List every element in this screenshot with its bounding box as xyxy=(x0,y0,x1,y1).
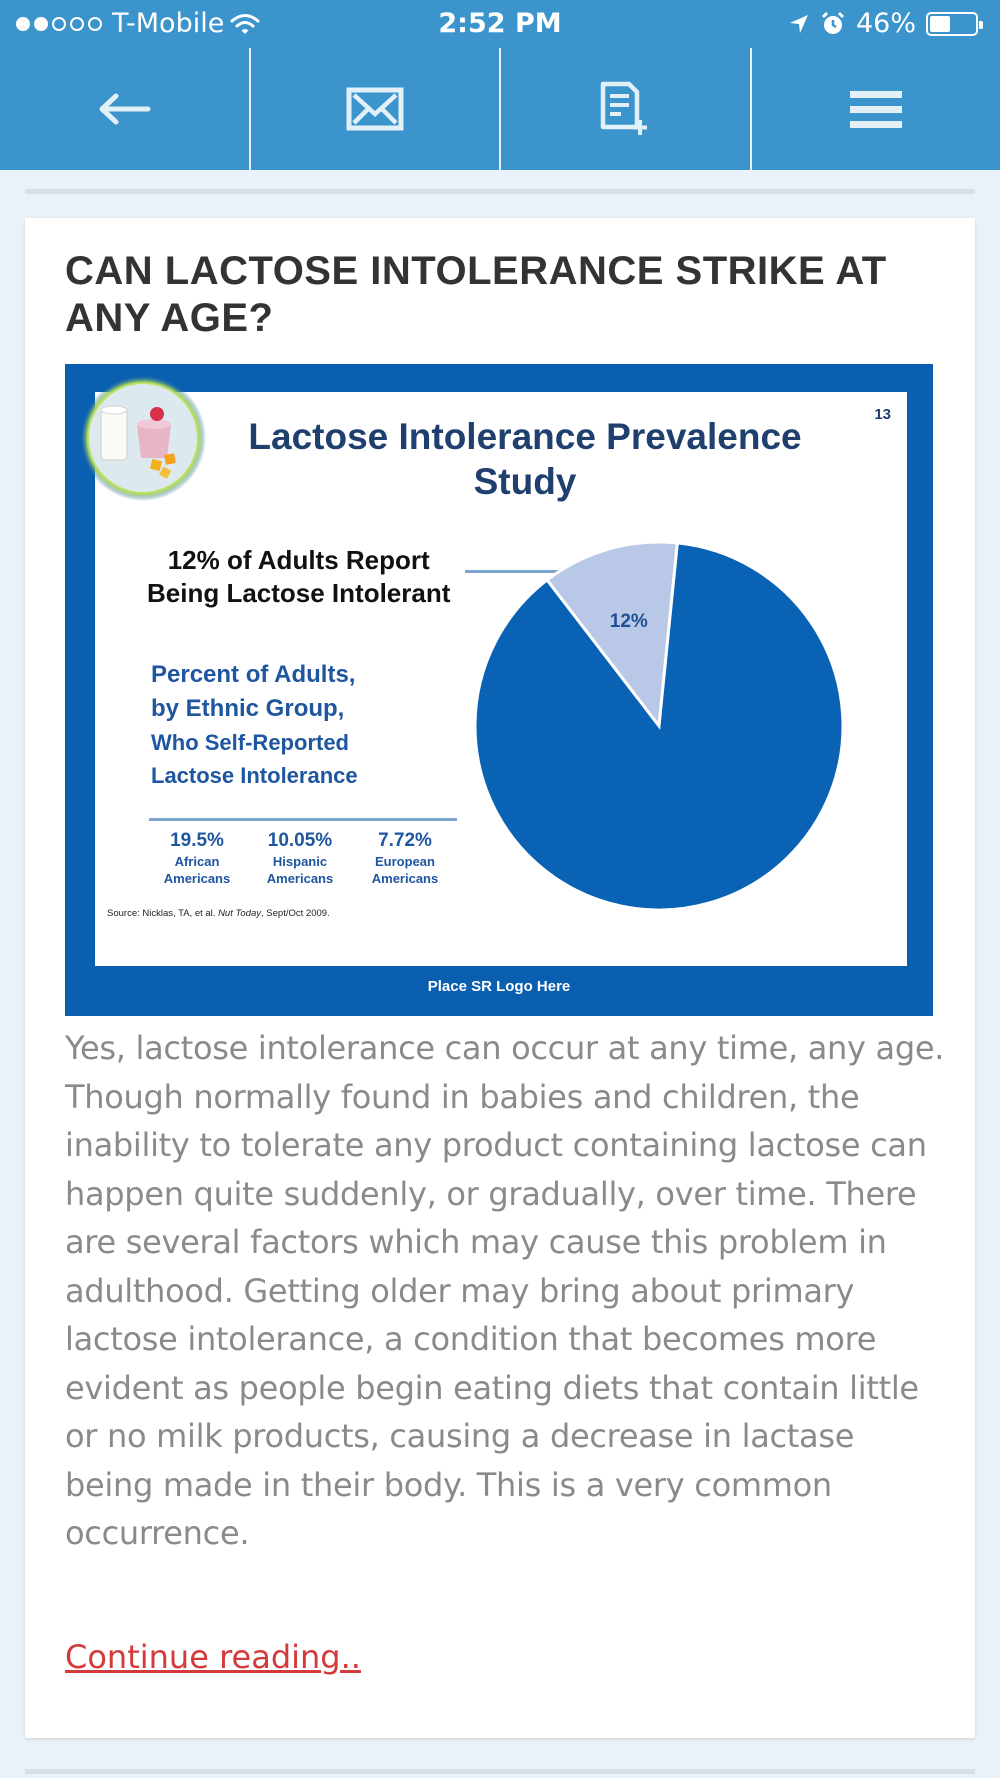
ethnic-groups: 19.5% African Americans 10.05% Hispanic … xyxy=(149,830,455,886)
headline-connector-line xyxy=(465,570,573,573)
slide-canvas: 13 Lactose Intolerance Prevalence Study … xyxy=(95,392,907,966)
location-arrow-icon xyxy=(789,14,808,33)
group-label: Americans xyxy=(371,871,439,886)
group-value: 19.5% xyxy=(170,830,224,851)
group-divider-line xyxy=(149,818,457,821)
pie-chart: 12% xyxy=(475,542,845,912)
source-prefix: Source: Nicklas, TA, et al. xyxy=(107,908,216,919)
arrow-left-icon xyxy=(99,93,151,125)
status-left: T-Mobile xyxy=(16,8,260,39)
group-label: Americans xyxy=(163,871,231,886)
wifi-icon xyxy=(230,13,260,34)
toolbar xyxy=(0,48,1000,170)
slide-headline-line-2: Being Lactose Intolerant xyxy=(147,578,451,608)
group-hispanic-americans: 10.05% Hispanic Americans xyxy=(245,830,355,886)
hamburger-icon xyxy=(849,91,902,128)
article-card: CAN LACTOSE INTOLERANCE STRIKE AT ANY AG… xyxy=(25,218,975,1738)
subtitle-line: Lactose Intolerance xyxy=(151,763,358,788)
source-journal: Nut Today xyxy=(218,908,262,919)
group-value: 7.72% xyxy=(378,830,432,851)
group-label: European xyxy=(375,854,435,869)
battery-icon xyxy=(926,11,983,36)
back-button[interactable] xyxy=(0,48,251,170)
subtitle-line: by Ethnic Group, xyxy=(151,695,345,722)
menu-button[interactable] xyxy=(752,48,1000,170)
email-button[interactable] xyxy=(251,48,501,170)
slide-footer: Place SR Logo Here xyxy=(427,978,571,995)
milk-yogurt-icon xyxy=(80,375,206,501)
divider xyxy=(25,1769,975,1774)
subtitle-line: Who Self-Reported xyxy=(151,730,349,755)
slide-headline-line-1: 12% of Adults Report xyxy=(167,545,430,575)
group-label: Hispanic xyxy=(272,854,328,869)
status-right: 46% xyxy=(788,8,984,39)
signal-strength-icon xyxy=(16,16,102,31)
carrier-label: T-Mobile xyxy=(112,8,225,39)
envelope-icon xyxy=(346,87,404,131)
group-label: African xyxy=(174,854,220,869)
status-bar: T-Mobile 2:52 PM 46% xyxy=(0,0,1000,48)
add-note-button[interactable] xyxy=(501,48,752,170)
battery-percent: 46% xyxy=(855,8,916,39)
status-time: 2:52 PM xyxy=(438,8,562,39)
note-add-icon xyxy=(601,81,648,135)
article-title: CAN LACTOSE INTOLERANCE STRIKE AT ANY AG… xyxy=(65,249,887,340)
slide-number: 13 xyxy=(874,406,891,423)
continue-reading-link[interactable]: Continue reading.. xyxy=(65,1638,361,1676)
group-label: Americans xyxy=(266,871,334,886)
group-european-americans: 7.72% European Americans xyxy=(355,830,455,886)
article-image: 13 Lactose Intolerance Prevalence Study … xyxy=(65,364,933,1016)
alarm-icon xyxy=(821,11,845,34)
divider xyxy=(25,189,975,194)
group-african-americans: 19.5% African Americans xyxy=(149,830,245,886)
pie-slice-label: 12% xyxy=(610,611,648,632)
slide-source: Source: Nicklas, TA, et al. Nut Today, S… xyxy=(107,908,330,919)
pie-slice-0 xyxy=(544,542,679,730)
subtitle-line: Percent of Adults, xyxy=(151,661,356,688)
group-value: 10.05% xyxy=(267,830,333,851)
slide-headline: 12% of Adults Report Being Lactose Intol… xyxy=(147,544,450,610)
source-suffix: , Sept/Oct 2009. xyxy=(261,908,330,919)
slide-subtitle: Percent of Adults, by Ethnic Group, Who … xyxy=(151,658,451,792)
article-body: Yes, lactose intolerance can occur at an… xyxy=(65,1029,945,1552)
slide-title: Lactose Intolerance Prevalence Study xyxy=(248,416,802,502)
pie-slice-1 xyxy=(475,542,845,912)
